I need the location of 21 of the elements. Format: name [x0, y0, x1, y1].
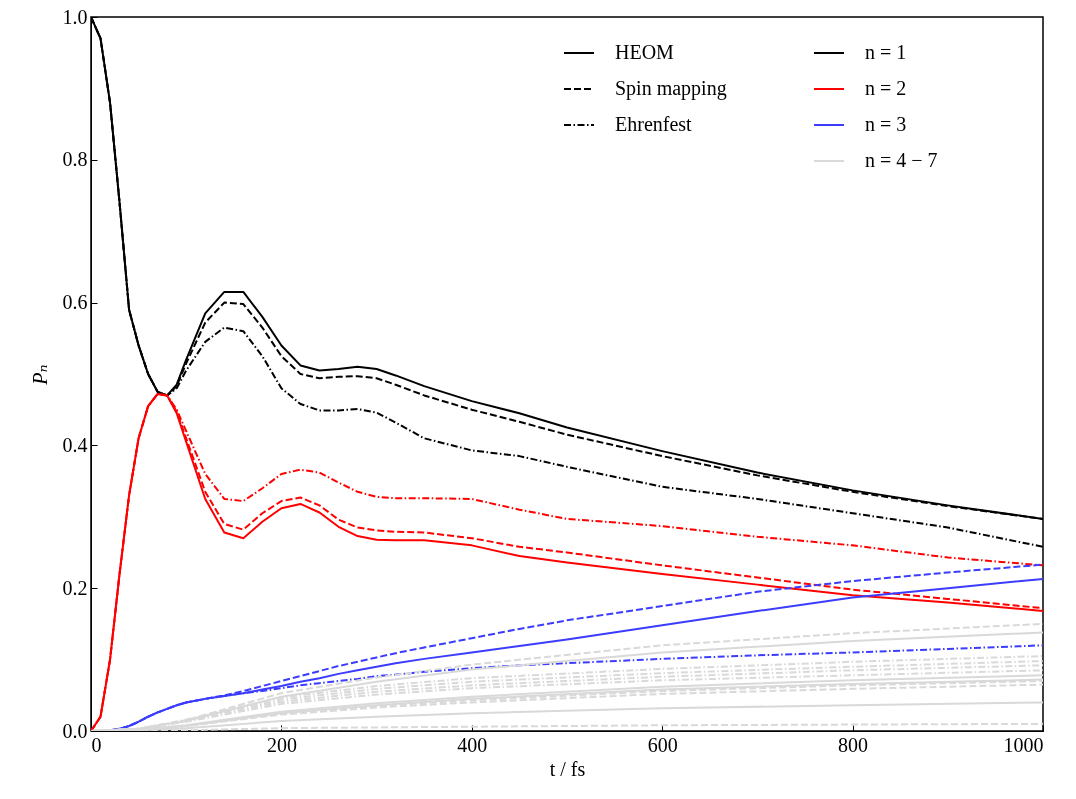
- annotation: Ehrenfest: [615, 113, 693, 135]
- y-axis-title: Pₙ: [28, 364, 51, 386]
- x-tick-label: 0: [91, 733, 102, 756]
- annotation: HEOM: [615, 41, 675, 63]
- x-tick-label: 1000: [1003, 733, 1044, 756]
- y-tick-label: 0.8: [62, 148, 88, 171]
- x-tick-label: 800: [838, 733, 869, 756]
- y-tick-label: 0.2: [62, 576, 88, 599]
- x-axis-title: t / fs: [549, 757, 586, 780]
- legend-label: n = 4 − 7: [865, 149, 938, 171]
- x-tick-label: 600: [647, 733, 678, 756]
- x-tick-label: 400: [457, 733, 488, 756]
- y-tick-label: 1.0: [62, 5, 88, 28]
- legend-label: n = 1: [865, 41, 907, 63]
- annotation: Spin mapping: [615, 77, 727, 100]
- y-tick-label: 0.4: [62, 433, 88, 456]
- y-tick-label: 0.6: [62, 291, 88, 314]
- x-tick-label: 200: [266, 733, 297, 756]
- y-tick-label: 0.0: [62, 719, 88, 742]
- legend-label: n = 2: [865, 77, 907, 99]
- legend-label: n = 3: [865, 113, 907, 135]
